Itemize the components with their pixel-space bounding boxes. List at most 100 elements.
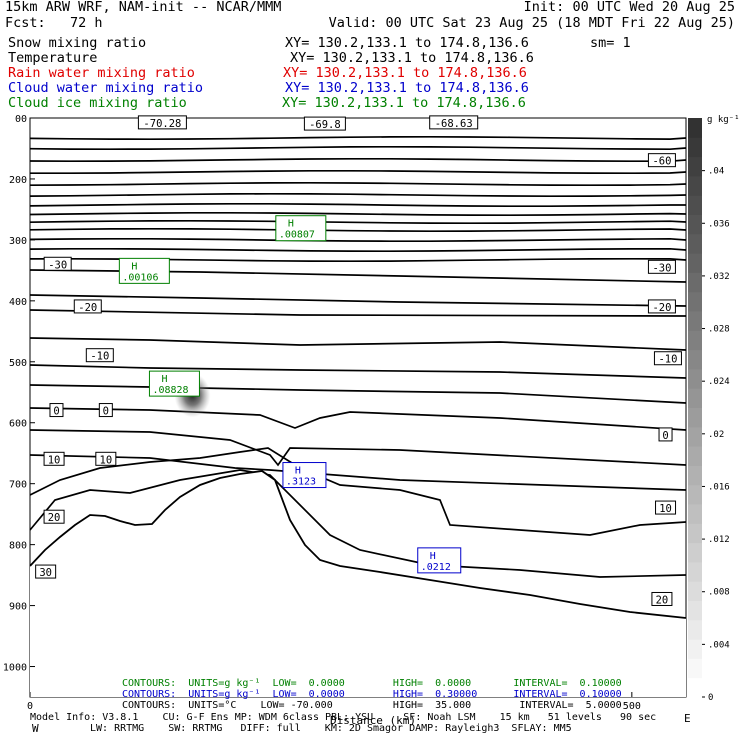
y-tick-label: 600 bbox=[9, 419, 27, 430]
colorbar-segment bbox=[688, 388, 702, 408]
temperature-contour bbox=[29, 429, 687, 467]
colorbar-segment bbox=[688, 175, 702, 196]
maximum-marker: H bbox=[161, 374, 167, 385]
field-label-temperature: Temperature bbox=[8, 50, 98, 66]
colorbar-segment bbox=[688, 253, 702, 273]
maximum-box bbox=[148, 370, 200, 397]
maximum-value: .00106 bbox=[122, 272, 158, 283]
colorbar-segment bbox=[688, 542, 702, 563]
colorbar-tick-label: 0 bbox=[708, 693, 713, 703]
temperature-contour bbox=[29, 447, 687, 536]
contour-label: 0 bbox=[103, 406, 109, 418]
temperature-contour bbox=[29, 145, 687, 151]
colorbar-segment bbox=[688, 465, 702, 486]
maximum-value: .08828 bbox=[152, 385, 188, 396]
colorbar-tick-label: .028 bbox=[708, 325, 730, 335]
contour-label: 30 bbox=[39, 567, 52, 579]
temperature-contour bbox=[29, 202, 686, 208]
contour-label-box bbox=[95, 451, 117, 466]
contour-label: 0 bbox=[53, 406, 59, 418]
temperature-contour bbox=[29, 237, 687, 243]
maximum-value: .0212 bbox=[421, 562, 451, 573]
colorbar-segment bbox=[688, 311, 702, 331]
colorbar-tick-label: .032 bbox=[708, 272, 730, 282]
colorbar-segment bbox=[688, 137, 702, 158]
field-label-cloud-water: Cloud water mixing ratio bbox=[8, 80, 204, 96]
temperature-contour bbox=[29, 309, 687, 317]
contour-label: -20 bbox=[78, 302, 97, 314]
maximum-marker: H bbox=[295, 466, 301, 477]
field-label-snow: Snow mixing ratio bbox=[8, 35, 147, 51]
contours-temperature: CONTOURS: UNITS=°C LOW= -70.000 HIGH= 35… bbox=[122, 700, 622, 711]
colorbar-units: g kg⁻¹ bbox=[707, 115, 740, 125]
contour-label-box bbox=[49, 403, 64, 418]
contour-label-box bbox=[653, 351, 682, 366]
y-tick-label: 1000 bbox=[3, 663, 27, 674]
contour-label: -10 bbox=[658, 354, 677, 366]
contour-label-box bbox=[655, 500, 677, 515]
forecast-hour: Fcst: 72 h bbox=[5, 15, 103, 31]
field-xy-temperature: XY= 130.2,133.1 to 174.8,136.6 bbox=[290, 50, 534, 66]
temperature-contour bbox=[29, 384, 687, 404]
temperature-contour bbox=[29, 135, 687, 141]
temperature-contour bbox=[29, 469, 687, 578]
init-time: Init: 00 UTC Wed 20 Aug 25 bbox=[523, 0, 735, 15]
colorbar-tick-label: .024 bbox=[708, 377, 730, 387]
contour-label-box bbox=[98, 403, 113, 418]
model-title: 15km ARW WRF, NAM-init -- NCAR/MMM bbox=[5, 0, 282, 15]
y-tick-label: 900 bbox=[9, 602, 27, 613]
temperature-contour bbox=[29, 337, 687, 351]
contour-label: -68.63 bbox=[435, 118, 473, 130]
colorbar-tick-label: .04 bbox=[708, 167, 724, 177]
colorbar-segment bbox=[688, 581, 702, 601]
physics-info: LW: RRTMG SW: RRTMG DIFF: full KM: 2D Sm… bbox=[90, 723, 572, 734]
temperature-contour bbox=[29, 219, 687, 225]
contour-label-box bbox=[647, 299, 676, 314]
maximum-box bbox=[417, 547, 462, 574]
colorbar-tick-label: .02 bbox=[708, 430, 724, 440]
contour-labels: -70.28 -69.8 -68.63 -60 -30 -30 -20 -20 -10 -10 0 0… bbox=[35, 115, 682, 606]
valid-time: Valid: 00 UTC Sat 23 Aug 25 (18 MDT Fri … bbox=[328, 15, 735, 31]
field-label-rain: Rain water mixing ratio bbox=[8, 65, 195, 81]
maximum-box bbox=[118, 257, 170, 284]
contours-water: CONTOURS: UNITS=g kg⁻¹ LOW= 0.0000 HIGH=… bbox=[122, 689, 622, 700]
colorbar-segment bbox=[688, 272, 702, 293]
temperature-contour bbox=[29, 407, 687, 431]
colorbar-segment bbox=[688, 523, 702, 544]
contour-label-box bbox=[429, 115, 479, 130]
temperature-contour bbox=[29, 454, 687, 491]
field-xy-cloud-water: XY= 130.2,133.1 to 174.8,136.6 bbox=[285, 80, 529, 96]
contour-label: 10 bbox=[48, 454, 61, 466]
colorbar-segment bbox=[688, 446, 702, 466]
terrain-line bbox=[29, 470, 687, 619]
contour-label-box bbox=[73, 299, 102, 314]
contour-label: 20 bbox=[48, 512, 61, 524]
colorbar-segment bbox=[688, 561, 702, 582]
contour-label: -10 bbox=[90, 351, 109, 363]
colorbar-tick-label: .012 bbox=[708, 535, 730, 545]
temperature-contour bbox=[29, 269, 687, 283]
maximum-value: .00807 bbox=[279, 230, 315, 241]
colorbar-segment bbox=[688, 330, 702, 351]
contour-label: -30 bbox=[48, 259, 67, 271]
contour-label: 20 bbox=[656, 594, 669, 606]
maximum-box bbox=[275, 215, 327, 242]
colorbar-segment bbox=[688, 118, 702, 138]
temperature-contour bbox=[29, 227, 687, 233]
terrain-fill bbox=[30, 471, 686, 697]
maximum-value: .3123 bbox=[286, 477, 316, 488]
y-tick-label: 500 bbox=[9, 358, 27, 369]
contour-label: -20 bbox=[652, 302, 671, 314]
colorbar-segment bbox=[688, 484, 702, 505]
temperature-contour bbox=[30, 169, 687, 175]
colorbar: 0 .004 .008 .012 .016 .02 .024 .028 .032 .036 .04 g… bbox=[688, 115, 740, 703]
contour-label: -60 bbox=[652, 156, 671, 168]
temperature-contour bbox=[29, 192, 687, 198]
colorbar-segment bbox=[688, 619, 702, 640]
field-xy-cloud-ice: XY= 130.2,133.1 to 174.8,136.6 bbox=[282, 95, 526, 111]
contour-label-box bbox=[647, 153, 676, 168]
temperature-contour bbox=[29, 364, 687, 379]
contour-label: -70.28 bbox=[143, 118, 181, 130]
contour-label: 0 bbox=[662, 430, 668, 442]
